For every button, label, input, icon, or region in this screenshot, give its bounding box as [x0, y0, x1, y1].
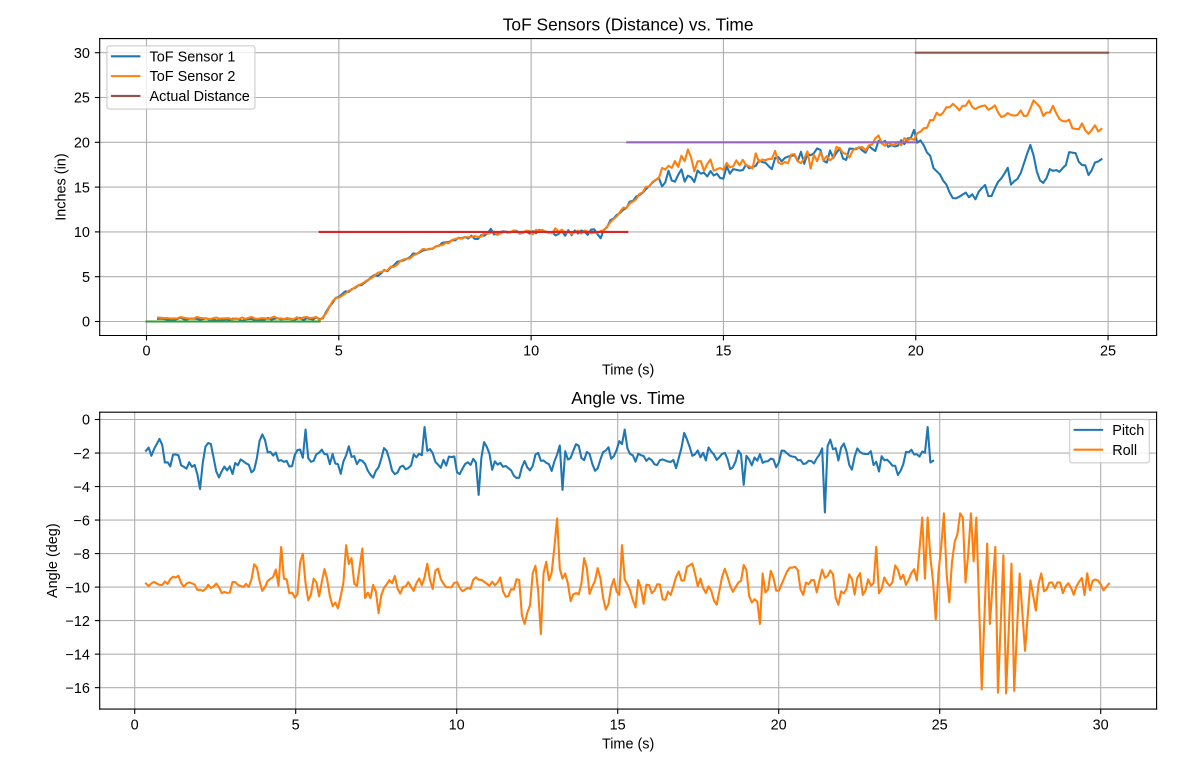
svg-text:10: 10	[449, 717, 465, 733]
svg-text:−6: −6	[74, 513, 90, 529]
svg-text:5: 5	[82, 270, 90, 286]
svg-text:0: 0	[82, 413, 90, 429]
svg-text:5: 5	[292, 717, 300, 733]
svg-text:25: 25	[1100, 344, 1116, 360]
svg-text:15: 15	[74, 180, 90, 196]
svg-text:Inches (in): Inches (in)	[53, 153, 69, 220]
svg-text:ToF Sensor 1: ToF Sensor 1	[150, 49, 236, 65]
svg-text:0: 0	[131, 717, 139, 733]
svg-text:−8: −8	[74, 547, 90, 563]
svg-text:0: 0	[142, 344, 150, 360]
svg-text:30: 30	[74, 46, 90, 62]
svg-text:Angle vs. Time: Angle vs. Time	[571, 388, 685, 408]
svg-text:Actual Distance: Actual Distance	[150, 89, 250, 105]
svg-text:20: 20	[74, 136, 90, 152]
svg-text:Angle (deg): Angle (deg)	[45, 523, 61, 598]
svg-text:−14: −14	[65, 647, 90, 663]
svg-text:5: 5	[335, 344, 343, 360]
svg-text:Time (s): Time (s)	[602, 736, 654, 752]
svg-text:30: 30	[1093, 717, 1109, 733]
svg-text:20: 20	[908, 344, 924, 360]
svg-text:ToF Sensor 2: ToF Sensor 2	[150, 69, 236, 85]
svg-text:25: 25	[74, 91, 90, 107]
svg-text:ToF Sensors (Distance) vs. Tim: ToF Sensors (Distance) vs. Time	[503, 14, 754, 34]
svg-text:25: 25	[932, 717, 948, 733]
svg-text:−16: −16	[65, 681, 90, 697]
svg-text:0: 0	[82, 315, 90, 331]
svg-text:Roll: Roll	[1112, 443, 1137, 459]
svg-text:−10: −10	[65, 580, 90, 596]
svg-text:−12: −12	[65, 614, 90, 630]
svg-text:−2: −2	[74, 446, 90, 462]
svg-text:20: 20	[771, 717, 787, 733]
svg-text:Pitch: Pitch	[1112, 423, 1144, 439]
svg-text:15: 15	[610, 717, 626, 733]
svg-text:10: 10	[523, 344, 539, 360]
svg-text:−4: −4	[74, 480, 90, 496]
svg-text:15: 15	[715, 344, 731, 360]
svg-text:10: 10	[74, 225, 90, 241]
svg-text:Time (s): Time (s)	[602, 363, 654, 379]
